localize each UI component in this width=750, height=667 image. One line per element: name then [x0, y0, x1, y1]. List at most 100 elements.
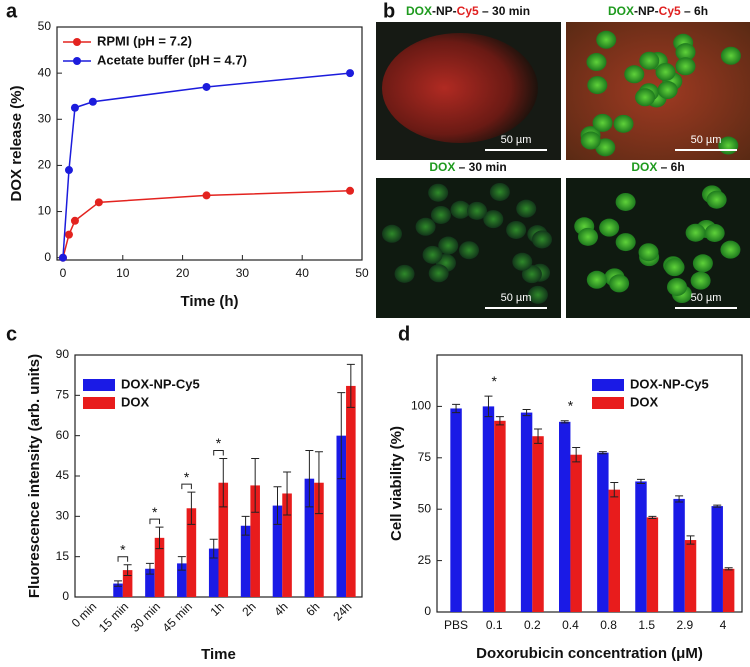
legend-label: RPMI (pH = 7.2) — [97, 33, 192, 48]
error-bar — [484, 395, 493, 418]
scale-bar-label: 50 µm — [501, 134, 532, 146]
error-bar — [337, 392, 346, 480]
error-bar — [495, 416, 504, 426]
data-point — [64, 166, 73, 175]
error-bar — [283, 471, 292, 516]
error-bar — [114, 580, 123, 587]
error-bar — [636, 478, 645, 484]
x-tick-label: 4 — [720, 618, 727, 632]
bar — [304, 478, 315, 597]
x-tick-label: 20 — [176, 266, 190, 280]
bar — [336, 435, 347, 597]
data-point — [202, 82, 211, 91]
error-bar — [155, 526, 164, 550]
x-tick-label: 0.4 — [562, 618, 579, 632]
x-tick-label: PBS — [444, 618, 468, 632]
y-tick-label: 50 — [38, 19, 52, 33]
y-tick-label: 75 — [56, 388, 70, 402]
bar — [177, 563, 187, 597]
panel-label: c — [6, 323, 17, 345]
x-tick-label: 30 min — [128, 599, 163, 634]
significance-mark: * — [120, 541, 126, 557]
title-part: – 30 min — [479, 4, 530, 18]
y-tick-label: 60 — [56, 428, 70, 442]
data-point — [70, 103, 79, 112]
x-tick-label: 1h — [208, 599, 227, 618]
error-bar — [686, 535, 695, 545]
x-tick-label: 24h — [330, 599, 354, 623]
error-bar — [598, 451, 607, 455]
bar — [482, 406, 495, 612]
title-part: – 6h — [657, 160, 684, 174]
y-tick-label: 30 — [56, 509, 70, 523]
error-bar — [346, 363, 355, 408]
bar — [113, 583, 123, 597]
bar — [145, 568, 155, 597]
data-point — [64, 230, 73, 239]
x-tick-label: 2h — [239, 599, 258, 618]
y-tick-label: 75 — [418, 450, 432, 464]
scale-bar-label: 50 µm — [691, 134, 722, 146]
y-tick-label: 50 — [418, 501, 432, 515]
bar — [520, 412, 533, 612]
bar — [635, 481, 647, 612]
title-part: Cy5 — [659, 4, 681, 18]
bar — [570, 454, 582, 612]
error-bar — [177, 556, 186, 571]
error-bar — [187, 491, 196, 525]
bar — [684, 540, 697, 612]
plot-frame — [436, 354, 743, 613]
title-part: DOX — [631, 160, 657, 174]
y-tick-label: 90 — [56, 347, 70, 361]
error-bar — [724, 567, 733, 571]
x-tick-label: 15 min — [96, 599, 131, 634]
error-bar — [241, 515, 250, 536]
legend-swatch — [592, 397, 624, 409]
title-part: DOX — [608, 4, 634, 18]
bar — [208, 548, 219, 597]
error-bar — [648, 515, 657, 519]
x-tick-label: 4h — [271, 599, 290, 618]
error-bar — [572, 447, 581, 463]
data-point — [346, 186, 355, 195]
bar — [450, 408, 462, 612]
error-bar — [713, 504, 722, 508]
bar — [186, 508, 197, 597]
x-tick-label: 0.1 — [486, 618, 503, 632]
significance-mark: * — [568, 397, 574, 413]
data-point — [346, 69, 355, 78]
y-axis-label: DOX release (%) — [8, 86, 25, 202]
panel-label: d — [398, 323, 410, 345]
legend-label: DOX — [630, 394, 659, 409]
x-axis-label: Time (h) — [180, 293, 238, 310]
error-bar — [123, 564, 132, 576]
title-part: – 6h — [681, 4, 708, 18]
error-bar — [452, 403, 461, 414]
bar — [532, 436, 544, 612]
legend-label: DOX-NP-Cy5 — [121, 376, 200, 391]
y-tick-label: 40 — [38, 65, 52, 79]
bar — [494, 420, 506, 612]
x-tick-label: 30 — [236, 266, 250, 280]
series-line — [62, 72, 351, 258]
scale-bar-label: 50 µm — [691, 292, 722, 304]
bar — [346, 385, 356, 597]
panel-label: b — [383, 0, 395, 22]
bar — [122, 570, 133, 597]
bar — [282, 493, 292, 597]
bar — [608, 489, 620, 612]
plot-frame — [56, 26, 363, 261]
legend-swatch — [83, 379, 115, 391]
bar — [559, 421, 571, 612]
x-tick-label: 0 — [60, 266, 67, 280]
x-tick-label: 6h — [303, 599, 322, 618]
bar — [711, 506, 723, 612]
error-bar — [534, 428, 543, 444]
x-tick-label: 1.5 — [638, 618, 655, 632]
legend-swatch — [592, 379, 624, 391]
error-bar — [209, 538, 218, 559]
error-bar — [314, 451, 323, 515]
significance-mark: * — [152, 504, 158, 520]
y-tick-label: 0 — [44, 250, 51, 264]
y-tick-label: 30 — [38, 111, 52, 125]
